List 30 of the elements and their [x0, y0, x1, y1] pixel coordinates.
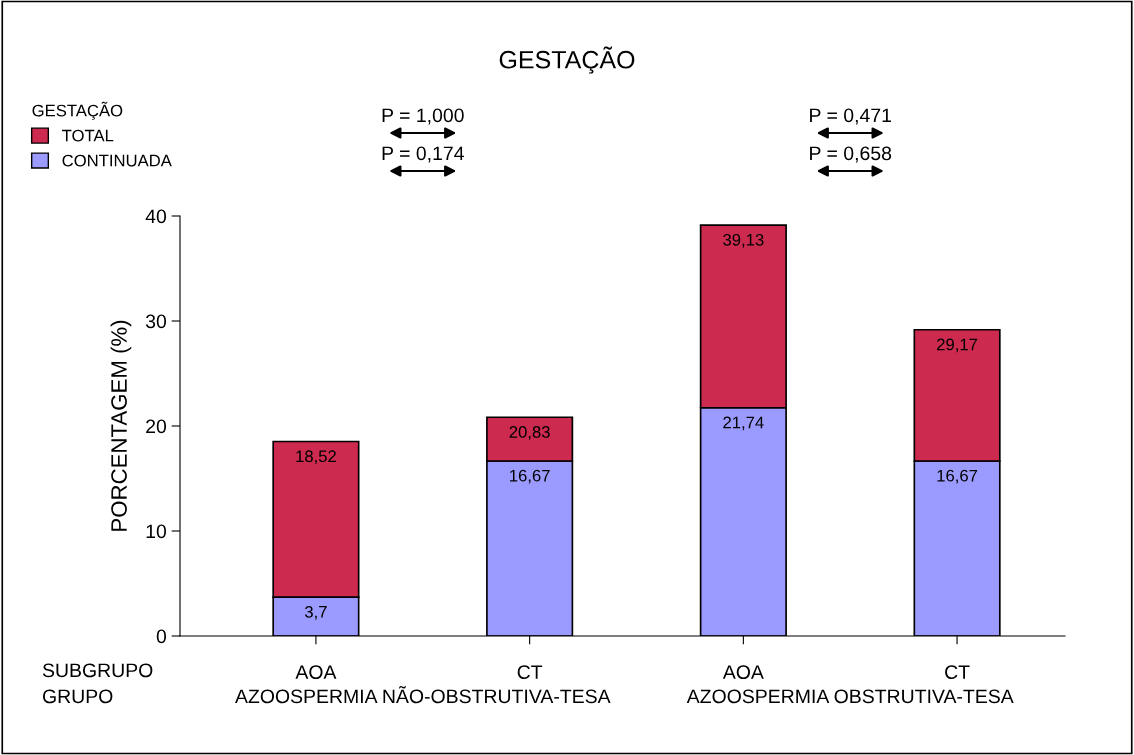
- total-label: 18,52: [296, 450, 336, 465]
- text: P = 0,471: [810, 108, 891, 125]
- data-label: 3,7: [304, 605, 327, 620]
- y-axis-title: PORCENTAGEM (%): [110, 320, 132, 531]
- legend-title: GESTAÇÃO: [32, 101, 123, 120]
- data-label: 21,74: [723, 416, 764, 431]
- x-tick-label: AOA: [295, 665, 337, 680]
- text: P = 0,174: [382, 146, 464, 163]
- total-label: 29,17: [937, 338, 978, 353]
- x-tick-label: AOA: [722, 665, 764, 680]
- y-tick-label: 20: [146, 419, 167, 434]
- data-label: 16,67: [510, 469, 550, 484]
- text: AZOOSPERMIA OBSTRUTIVA-TESA: [686, 689, 1014, 704]
- data-label: 16,67: [937, 469, 978, 484]
- legend-label: TOTAL: [62, 129, 114, 142]
- x-tick-label: CT: [945, 665, 970, 680]
- total-label: 39,13: [723, 233, 764, 248]
- text: P = 1,000: [382, 108, 464, 125]
- chart-title: GESTAÇÃO: [499, 46, 635, 74]
- legend-label: CONTINUADA: [62, 154, 172, 167]
- total-label: 20,83: [509, 426, 550, 440]
- text: GRUPO: [42, 689, 113, 704]
- y-tick-label: 10: [146, 524, 167, 539]
- text: P = 0,658: [810, 146, 892, 163]
- y-tick-label: 0: [156, 629, 167, 644]
- x-tick-label: CT: [517, 665, 543, 680]
- y-tick-label: 40: [145, 209, 167, 224]
- text: SUBGRUPO: [42, 663, 153, 678]
- text: AZOOSPERMIA NÃO-OBSTRUTIVA-TESA: [235, 685, 611, 704]
- y-tick-label: 30: [145, 314, 167, 329]
